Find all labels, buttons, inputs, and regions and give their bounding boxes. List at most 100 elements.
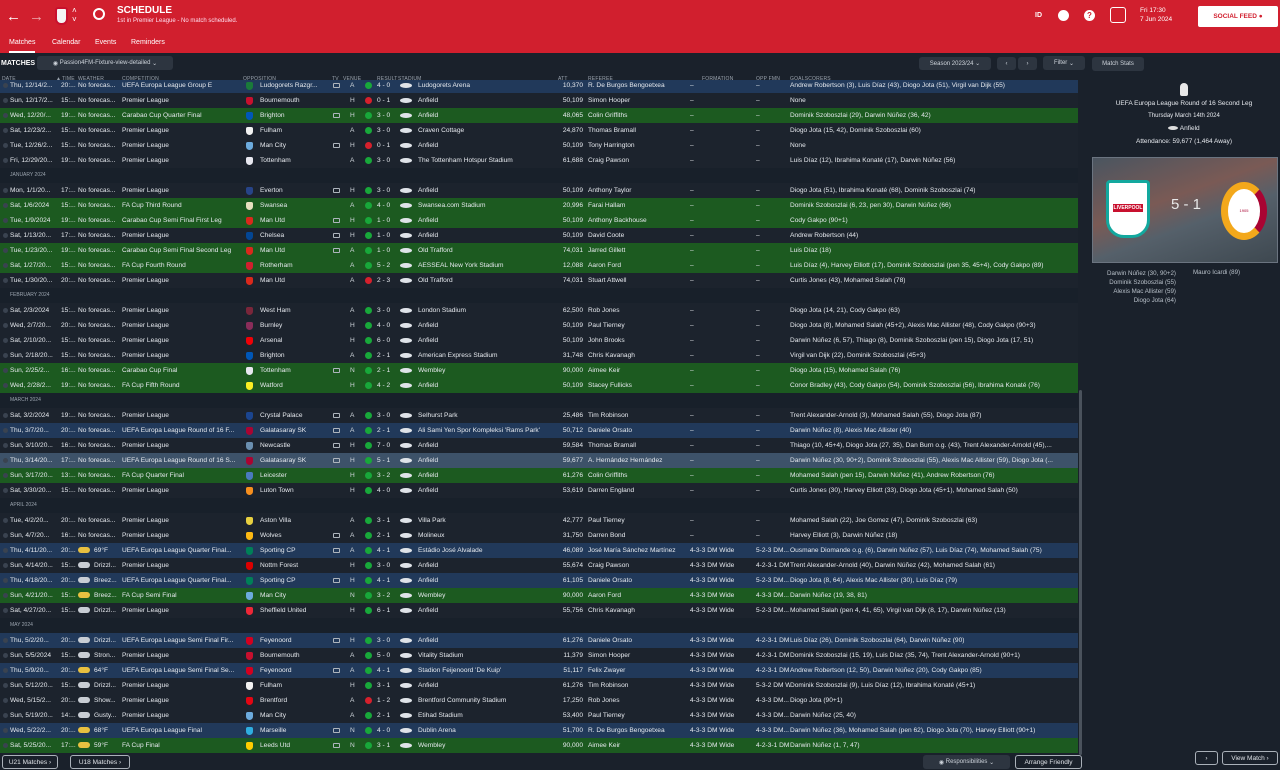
row-select-icon[interactable]: [3, 128, 8, 133]
row-select-icon[interactable]: [3, 278, 8, 283]
u21-matches-button[interactable]: U21 Matches ›: [2, 755, 58, 769]
fixture-row[interactable]: Wed, 5/15/2... 20:... Show... Premier Leagu…: [0, 693, 1078, 708]
help-icon[interactable]: ?: [1084, 10, 1095, 21]
row-select-icon[interactable]: [3, 113, 8, 118]
score[interactable]: 4 - 0: [377, 727, 391, 734]
opponent[interactable]: Watford: [260, 382, 283, 389]
score[interactable]: 3 - 0: [377, 187, 391, 194]
u18-matches-button[interactable]: U18 Matches ›: [70, 755, 130, 769]
score[interactable]: 3 - 0: [377, 157, 391, 164]
score[interactable]: 6 - 0: [377, 337, 391, 344]
row-select-icon[interactable]: [3, 188, 8, 193]
col-weather[interactable]: WEATHER: [78, 76, 105, 82]
col-venue[interactable]: VENUE: [343, 76, 362, 82]
fixture-row[interactable]: Sun, 3/17/20... 13:... No forecas... FA Cup…: [0, 468, 1078, 483]
score[interactable]: 0 - 1: [377, 142, 391, 149]
opponent[interactable]: Burnley: [260, 322, 283, 329]
fixture-row[interactable]: Wed, 12/20/... 19:... No forecas... Carabao…: [0, 108, 1078, 123]
opponent[interactable]: Man Utd: [260, 277, 285, 284]
row-select-icon[interactable]: [3, 743, 8, 748]
fixture-row[interactable]: Sun, 12/17/2... 15:... No forecas... Premie…: [0, 93, 1078, 108]
fixture-row[interactable]: Sun, 4/14/20... 15:... Drizzl... Premier Le…: [0, 558, 1078, 573]
row-select-icon[interactable]: [3, 218, 8, 223]
score[interactable]: 5 - 0: [377, 652, 391, 659]
score[interactable]: 2 - 1: [377, 712, 391, 719]
fixture-row[interactable]: Sat, 1/27/20... 15:... No forecas... FA Cup…: [0, 258, 1078, 273]
opponent[interactable]: Bournemouth: [260, 97, 300, 104]
score[interactable]: 3 - 0: [377, 637, 391, 644]
fixture-row[interactable]: Sat, 4/27/20... 15:... Drizzl... Premier Le…: [0, 603, 1078, 618]
game-date[interactable]: Fri 17:30 7 Jun 2024: [1140, 6, 1172, 24]
row-select-icon[interactable]: [3, 143, 8, 148]
tab-matches[interactable]: Matches: [9, 39, 36, 53]
fixture-row[interactable]: Thu, 3/14/20... 17:... No forecas... UEFA E…: [0, 453, 1078, 468]
col-result[interactable]: RESULT: [377, 76, 398, 82]
opponent[interactable]: Tottenham: [260, 367, 291, 374]
score[interactable]: 2 - 1: [377, 367, 391, 374]
col-tv[interactable]: TV: [332, 76, 339, 82]
opponent[interactable]: Galatasaray SK: [260, 457, 307, 464]
score[interactable]: 3 - 1: [377, 742, 391, 749]
fixture-row[interactable]: Thu, 12/14/2... 20:... No forecas... UEFA E…: [0, 80, 1078, 93]
opponent[interactable]: Feyenoord: [260, 667, 292, 674]
row-select-icon[interactable]: [3, 263, 8, 268]
fixture-row[interactable]: Tue, 4/2/20... 20:... No forecas... Premier…: [0, 513, 1078, 528]
score[interactable]: 4 - 0: [377, 487, 391, 494]
score[interactable]: 2 - 1: [377, 352, 391, 359]
score[interactable]: 3 - 0: [377, 127, 391, 134]
view-match-button[interactable]: View Match ›: [1222, 751, 1278, 765]
score[interactable]: 4 - 0: [377, 82, 391, 89]
opponent[interactable]: West Ham: [260, 307, 291, 314]
fixture-row[interactable]: Sat, 5/25/20... 17:... 59°F FA Cup Final Lee…: [0, 738, 1078, 753]
col-opp-fmn[interactable]: OPP FMN: [756, 76, 781, 82]
fixture-row[interactable]: Thu, 4/11/20... 20:... 69°F UEFA Europa Lea…: [0, 543, 1078, 558]
row-select-icon[interactable]: [3, 593, 8, 598]
fixture-row[interactable]: Wed, 2/7/20... 20:... No forecas... Premier…: [0, 318, 1078, 333]
opponent[interactable]: Galatasaray SK: [260, 427, 307, 434]
row-select-icon[interactable]: [3, 98, 8, 103]
row-select-icon[interactable]: [3, 203, 8, 208]
opponent[interactable]: Swansea: [260, 202, 288, 209]
opponent[interactable]: Aston Villa: [260, 517, 292, 524]
opponent[interactable]: Brentford: [260, 697, 288, 704]
row-select-icon[interactable]: [3, 368, 8, 373]
opponent[interactable]: Arsenal: [260, 337, 283, 344]
score[interactable]: 3 - 2: [377, 592, 391, 599]
fixture-row[interactable]: Mon, 1/1/20... 17:... No forecas... Premier…: [0, 183, 1078, 198]
score[interactable]: 2 - 1: [377, 427, 391, 434]
opponent[interactable]: Feyenoord: [260, 637, 292, 644]
globe-icon[interactable]: [1058, 10, 1069, 21]
col-competition[interactable]: COMPETITION: [122, 76, 159, 82]
score[interactable]: 4 - 1: [377, 667, 391, 674]
fixture-row[interactable]: Sun, 2/25/2... 16:... No forecas... Carabao…: [0, 363, 1078, 378]
opponent[interactable]: Chelsea: [260, 232, 285, 239]
row-select-icon[interactable]: [3, 83, 8, 88]
col-formation[interactable]: FORMATION: [702, 76, 734, 82]
opponent[interactable]: Fulham: [260, 682, 282, 689]
opponent[interactable]: Man Utd: [260, 217, 285, 224]
fixture-row[interactable]: Thu, 3/7/20... 20:... No forecas... UEFA Eu…: [0, 423, 1078, 438]
fixture-row[interactable]: Sun, 2/18/20... 15:... No forecas... Premie…: [0, 348, 1078, 363]
row-select-icon[interactable]: [3, 488, 8, 493]
row-select-icon[interactable]: [3, 473, 8, 478]
fixture-row[interactable]: Tue, 1/23/20... 19:... No forecas... Caraba…: [0, 243, 1078, 258]
fixture-row[interactable]: Sun, 4/21/20... 15:... Breez... FA Cup Semi…: [0, 588, 1078, 603]
col-opposition[interactable]: OPPOSITION: [243, 76, 277, 82]
col-goalscorers[interactable]: GOALSCORERS: [790, 76, 831, 82]
tab-events[interactable]: Events: [95, 39, 117, 46]
col-date[interactable]: DATE: [2, 76, 16, 82]
opponent[interactable]: Everton: [260, 187, 283, 194]
fixture-row[interactable]: Sun, 3/10/20... 16:... No forecas... Premie…: [0, 438, 1078, 453]
opponent[interactable]: Nottm Forest: [260, 562, 299, 569]
search-icon[interactable]: [93, 8, 105, 20]
col-att[interactable]: ATT: [558, 76, 568, 82]
row-select-icon[interactable]: [3, 638, 8, 643]
fixture-row[interactable]: Sat, 2/3/2024 15:... No forecas... Premier …: [0, 303, 1078, 318]
id-button[interactable]: ID: [1035, 12, 1042, 19]
opponent[interactable]: Man City: [260, 592, 287, 599]
opponent[interactable]: Marseille: [260, 727, 287, 734]
score[interactable]: 3 - 0: [377, 112, 391, 119]
opponent[interactable]: Luton Town: [260, 487, 294, 494]
responsibilities-dropdown[interactable]: ◉ Responsibilities ⌄: [923, 755, 1010, 769]
score[interactable]: 3 - 1: [377, 682, 391, 689]
